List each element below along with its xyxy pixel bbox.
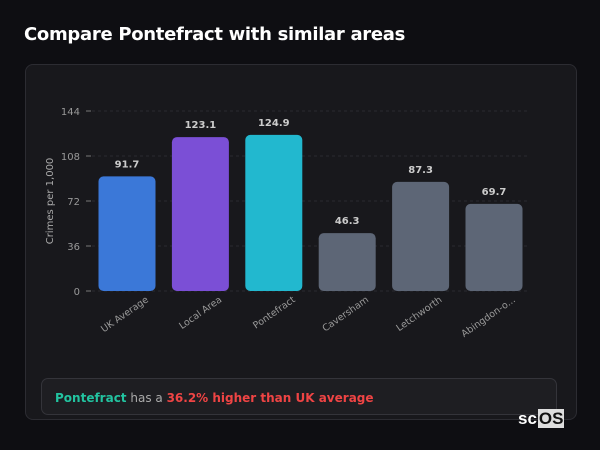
x-tick-label: Letchworth (394, 294, 444, 334)
data-label: 69.7 (482, 187, 507, 198)
y-tick-label: 108 (61, 152, 80, 163)
y-tick-label: 144 (61, 107, 80, 118)
x-tick-label: Local Area (177, 294, 224, 331)
x-tick-label: Caversham (320, 294, 370, 334)
summary-middle: has a (126, 391, 167, 405)
y-axis-label: Crimes per 1,000 (45, 158, 56, 245)
data-label: 46.3 (335, 216, 360, 227)
logo-text-b: OS (537, 409, 565, 428)
bar (465, 203, 523, 291)
data-label: 124.9 (258, 118, 290, 129)
data-label: 87.3 (408, 165, 433, 176)
x-tick-label: Abingdon-o... (459, 294, 517, 339)
bar (98, 176, 156, 291)
bar (318, 233, 376, 291)
y-tick-label: 72 (67, 197, 80, 208)
logo-text-a: sc (518, 409, 537, 428)
bar (171, 137, 229, 291)
bar (245, 134, 303, 291)
data-label: 123.1 (185, 120, 217, 131)
x-tick-label: Pontefract (251, 294, 298, 331)
x-tick-label: UK Average (99, 294, 151, 335)
summary-area: Pontefract (55, 391, 127, 405)
data-label: 91.7 (115, 159, 140, 170)
page-title: Compare Pontefract with similar areas (24, 24, 406, 45)
y-tick-label: 0 (74, 287, 80, 298)
y-tick-label: 36 (67, 242, 80, 253)
summary-comparison: 36.2% higher than UK average (166, 391, 374, 405)
summary-banner: Pontefract has a 36.2% higher than UK av… (41, 378, 557, 415)
logo: sc OS (517, 409, 565, 429)
bar (392, 181, 450, 291)
